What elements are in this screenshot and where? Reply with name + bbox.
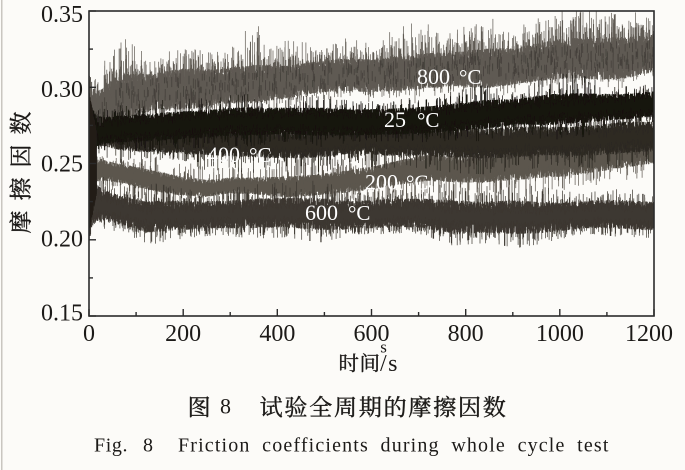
svg-text:8: 8 (220, 394, 231, 419)
svg-text:0.20: 0.20 (41, 227, 83, 253)
svg-text:400: 400 (207, 142, 240, 167)
svg-text:Friction coefficients during w: Friction coefficients during whole cycle… (178, 435, 610, 457)
svg-text:1200: 1200 (625, 321, 673, 347)
svg-text:°C: °C (417, 108, 439, 132)
svg-text:400: 400 (259, 321, 295, 347)
svg-text:°C: °C (406, 171, 428, 195)
svg-text:200: 200 (165, 321, 201, 347)
svg-text:°C: °C (459, 65, 481, 89)
svg-text:25: 25 (384, 107, 406, 132)
svg-text:600: 600 (305, 200, 338, 225)
svg-text:Fig.: Fig. (94, 435, 128, 457)
svg-text:0.15: 0.15 (41, 301, 83, 327)
svg-text:1000: 1000 (536, 321, 584, 347)
svg-text:600: 600 (354, 321, 390, 347)
svg-text:°C: °C (249, 143, 271, 167)
svg-text:0.35: 0.35 (41, 2, 83, 28)
svg-text:0: 0 (83, 321, 95, 347)
svg-text:200: 200 (365, 170, 398, 195)
svg-text:s: s (380, 338, 387, 357)
svg-text:800: 800 (417, 64, 450, 89)
svg-text:°C: °C (348, 201, 370, 225)
svg-text:/s: /s (380, 351, 399, 377)
svg-text:0.25: 0.25 (41, 152, 83, 178)
svg-text:0.30: 0.30 (41, 77, 83, 103)
svg-text:8: 8 (143, 435, 153, 457)
svg-text:800: 800 (448, 321, 484, 347)
